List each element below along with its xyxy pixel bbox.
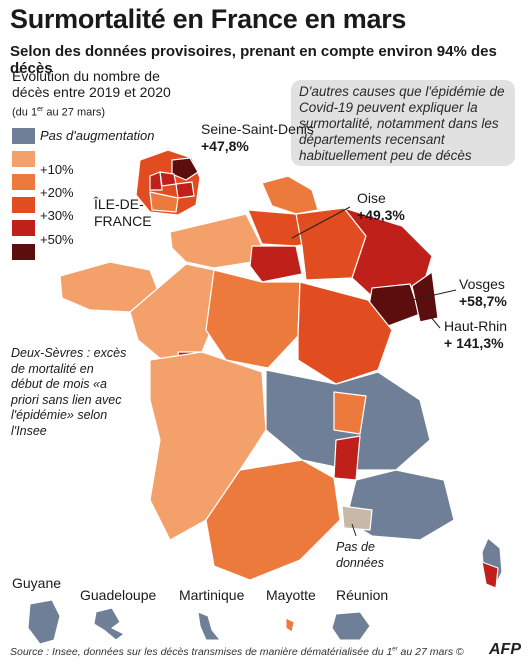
region-centre <box>205 269 301 369</box>
mayotte-shape <box>285 617 295 633</box>
label-vosges-value: +58,7% <box>459 293 507 309</box>
legend-item-10: +10% <box>12 162 192 178</box>
note-pas-de-donnees: Pas de données <box>336 540 384 570</box>
region-lyon <box>333 391 367 435</box>
label-seine-saint-denis: Seine-Saint-Denis <box>201 121 314 137</box>
label-guyane: Guyane <box>12 575 62 591</box>
label-seine-saint-denis-value: +47,8% <box>201 138 249 154</box>
legend-swatch <box>12 151 35 167</box>
guyane-shape <box>27 599 61 645</box>
label-oise-value: +49,3% <box>357 207 405 223</box>
region-ile-de-france <box>249 245 303 283</box>
pointer-vosges <box>411 289 457 301</box>
pointer-haut-rhin <box>429 315 441 329</box>
legend-label: +10% <box>40 162 74 177</box>
label-haut-rhin-value: + 141,3% <box>444 335 504 351</box>
region-drome <box>333 435 361 481</box>
pointer-oise <box>291 206 351 239</box>
source-note: Source : Insee, données sur les décès tr… <box>10 646 464 658</box>
mainland-france <box>59 175 503 589</box>
overseas-shapes <box>27 599 371 645</box>
pointer-lines <box>291 206 457 537</box>
callout-box: D'autres causes que l'épidémie de Covid-… <box>291 80 515 166</box>
region-bourgogne <box>297 281 393 385</box>
label-oise: Oise <box>357 190 386 206</box>
legend-item-swatch-3 <box>12 197 192 213</box>
region-occitanie <box>205 459 341 581</box>
legend-date-range: (du 1er au 27 mars) <box>12 106 106 119</box>
legend-item-30: +30% <box>12 208 192 224</box>
map-title: Surmortalité en France en mars <box>10 4 407 34</box>
legend-swatch <box>12 220 35 236</box>
afp-logo: AFP <box>489 641 521 658</box>
legend-swatch <box>12 128 35 144</box>
idf-essonne <box>149 191 179 213</box>
legend-title: Évolution du nombre de décès entre 2019 … <box>12 68 171 100</box>
idf-hauts-de-seine <box>149 171 163 191</box>
guadeloupe-shape <box>93 607 125 641</box>
region-bouches-du-rhone <box>341 505 373 531</box>
label-reunion: Réunion <box>336 587 389 603</box>
region-nord <box>261 175 319 215</box>
legend-label: +20% <box>40 185 74 200</box>
reunion-shape <box>331 611 371 641</box>
martinique-shape <box>197 611 222 641</box>
idf-seine-saint-denis <box>171 157 199 181</box>
label-vosges: Vosges <box>459 276 505 292</box>
label-mayotte: Mayotte <box>266 587 316 603</box>
legend-swatch <box>12 197 35 213</box>
legend-item-50: +50% <box>12 232 192 248</box>
label-ile-de-france: ÎLE-DE-FRANCE <box>94 196 152 229</box>
legend-label: Pas d'augmentation <box>40 128 155 143</box>
label-guadeloupe: Guadeloupe <box>80 587 157 603</box>
legend-item-swatch-4 <box>12 220 192 236</box>
note-deux-sevres: Deux-Sèvres : excès de mortalité en débu… <box>11 346 127 438</box>
idf-paris <box>159 171 177 187</box>
region-corse-sud <box>481 561 499 589</box>
region-normandie <box>169 213 263 269</box>
label-martinique: Martinique <box>179 587 245 603</box>
legend-item-no-increase: Pas d'augmentation <box>12 128 192 144</box>
legend-swatch <box>12 244 35 260</box>
idf-val-de-marne <box>175 181 195 199</box>
legend-swatch <box>12 174 35 190</box>
legend-item-swatch-5 <box>12 244 192 260</box>
legend-item-20: +20% <box>12 185 192 201</box>
legend-item-swatch-1 <box>12 151 192 167</box>
legend-label: +30% <box>40 208 74 223</box>
map-subtitle: Selon des données provisoires, prenant e… <box>10 43 497 77</box>
ile-de-france-inset <box>135 149 201 216</box>
label-haut-rhin: Haut-Rhin <box>444 318 508 334</box>
legend-item-swatch-2 <box>12 174 192 190</box>
legend-label: +50% <box>40 232 74 247</box>
pointer-pas-de-donnees <box>351 523 357 537</box>
